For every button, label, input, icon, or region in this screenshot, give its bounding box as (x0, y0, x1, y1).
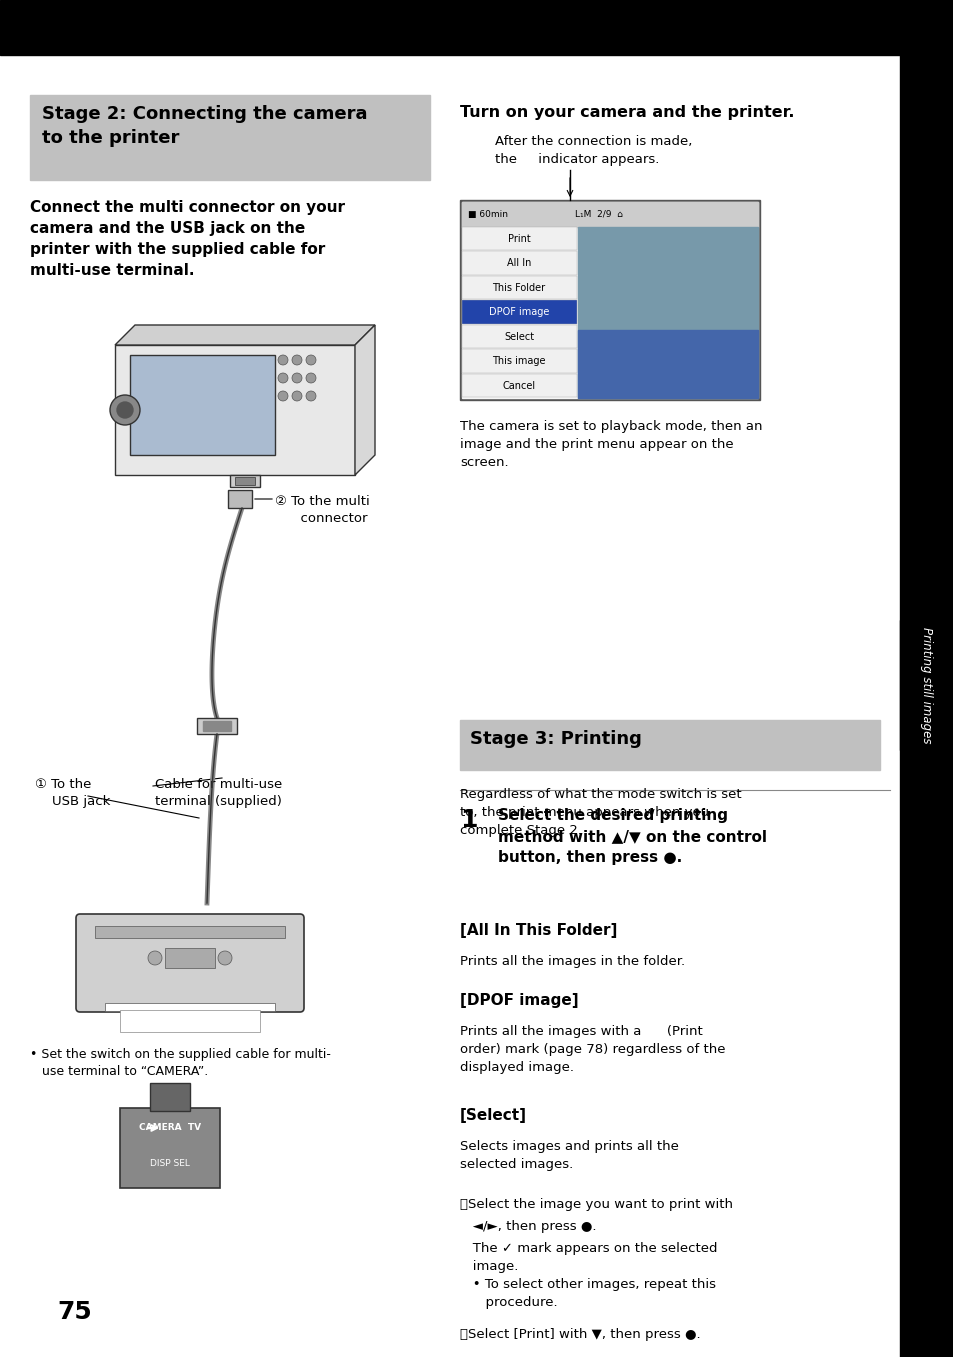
Text: All In: All In (506, 258, 531, 269)
Bar (899, 0, 953, 1357)
Bar (461, 349, 577, 373)
Text: Turn on your camera and the printer.: Turn on your camera and the printer. (459, 104, 794, 119)
Text: The camera is set to playback mode, then an
image and the print menu appear on t: The camera is set to playback mode, then… (459, 421, 761, 470)
Circle shape (306, 356, 315, 365)
Text: DPOF image: DPOF image (488, 307, 549, 318)
Circle shape (218, 951, 232, 965)
Circle shape (292, 391, 302, 402)
Bar (130, 356, 274, 455)
Text: 1: 1 (459, 807, 477, 832)
Text: DISP SEL: DISP SEL (150, 1159, 190, 1167)
FancyBboxPatch shape (76, 915, 304, 1012)
Text: ② To the multi
      connector: ② To the multi connector (274, 495, 370, 525)
Text: ① To the
    USB jack: ① To the USB jack (35, 778, 111, 807)
Bar (461, 324, 577, 349)
Text: Select the desired printing
method with ▲/▼ on the control
button, then press ●.: Select the desired printing method with … (497, 807, 766, 864)
Circle shape (117, 402, 132, 418)
Text: Connect the multi connector on your
camera and the USB jack on the
printer with : Connect the multi connector on your came… (30, 199, 345, 278)
Bar (459, 721, 879, 769)
Bar (461, 373, 577, 398)
Text: Cancel: Cancel (502, 380, 535, 391)
Text: image.: image. (459, 1261, 517, 1273)
Bar (461, 202, 758, 398)
Polygon shape (115, 324, 375, 345)
Text: Prints all the images with a      (Print
order) mark (page 78) regardless of the: Prints all the images with a (Print orde… (459, 1025, 724, 1073)
Bar (234, 478, 254, 484)
Bar (578, 227, 758, 398)
Text: Select: Select (503, 331, 534, 342)
Bar (461, 202, 758, 227)
Text: ■ 60min: ■ 60min (468, 209, 507, 218)
Text: procedure.: procedure. (459, 1296, 558, 1310)
Bar (105, 1003, 274, 1011)
Circle shape (292, 356, 302, 365)
Bar (461, 251, 577, 275)
Bar (203, 721, 231, 731)
Text: [All In This Folder]: [All In This Folder] (459, 923, 617, 938)
Text: CAMERA  TV: CAMERA TV (139, 1124, 201, 1133)
Bar (230, 475, 260, 487)
Bar (228, 490, 252, 508)
Bar (30, 95, 430, 180)
Circle shape (277, 356, 288, 365)
Bar (120, 1010, 260, 1033)
Text: ◄/►, then press ●.: ◄/►, then press ●. (459, 1220, 596, 1234)
Circle shape (277, 391, 288, 402)
Bar (0, 0, 953, 56)
Polygon shape (115, 345, 355, 475)
Text: ⓑSelect [Print] with ▼, then press ●.: ⓑSelect [Print] with ▼, then press ●. (459, 1329, 700, 1341)
Text: Print: Print (507, 233, 530, 244)
Text: L₁M  2/9  ⌂: L₁M 2/9 ⌂ (575, 209, 622, 218)
Circle shape (306, 373, 315, 383)
Bar (196, 718, 236, 734)
Text: After the connection is made,
the     indicator appears.: After the connection is made, the indica… (495, 134, 692, 166)
Text: Cable for multi-use
terminal (supplied): Cable for multi-use terminal (supplied) (154, 778, 282, 807)
Bar (120, 1109, 220, 1187)
Text: ⓐSelect the image you want to print with: ⓐSelect the image you want to print with (459, 1198, 732, 1210)
Bar (150, 1083, 190, 1111)
Circle shape (148, 951, 162, 965)
Text: Printing still images: Printing still images (920, 627, 933, 744)
Text: Selects images and prints all the
selected images.: Selects images and prints all the select… (459, 1140, 679, 1171)
Bar (461, 300, 577, 324)
Text: Regardless of what the mode switch is set
to, the print menu appears when you
co: Regardless of what the mode switch is se… (459, 788, 740, 837)
Circle shape (277, 373, 288, 383)
Text: The ✓ mark appears on the selected: The ✓ mark appears on the selected (459, 1242, 717, 1255)
Text: This Folder: This Folder (492, 282, 545, 293)
Polygon shape (355, 324, 375, 475)
Text: 75: 75 (57, 1300, 92, 1324)
Text: Stage 2: Connecting the camera
to the printer: Stage 2: Connecting the camera to the pr… (42, 104, 367, 147)
Bar (459, 199, 760, 400)
Text: [Select]: [Select] (459, 1109, 526, 1124)
Bar (578, 330, 758, 398)
Text: This image: This image (492, 356, 545, 366)
Text: • Set the switch on the supplied cable for multi-
   use terminal to “CAMERA”.: • Set the switch on the supplied cable f… (30, 1048, 331, 1077)
Bar (95, 925, 285, 938)
Bar (899, 620, 953, 750)
Text: Prints all the images in the folder.: Prints all the images in the folder. (459, 955, 684, 968)
Circle shape (292, 373, 302, 383)
Circle shape (110, 395, 140, 425)
Text: Stage 3: Printing: Stage 3: Printing (470, 730, 641, 748)
Text: • To select other images, repeat this: • To select other images, repeat this (459, 1278, 716, 1291)
Circle shape (306, 391, 315, 402)
Bar (165, 949, 214, 968)
Bar (461, 275, 577, 300)
Bar (461, 227, 577, 251)
Text: [DPOF image]: [DPOF image] (459, 993, 578, 1008)
